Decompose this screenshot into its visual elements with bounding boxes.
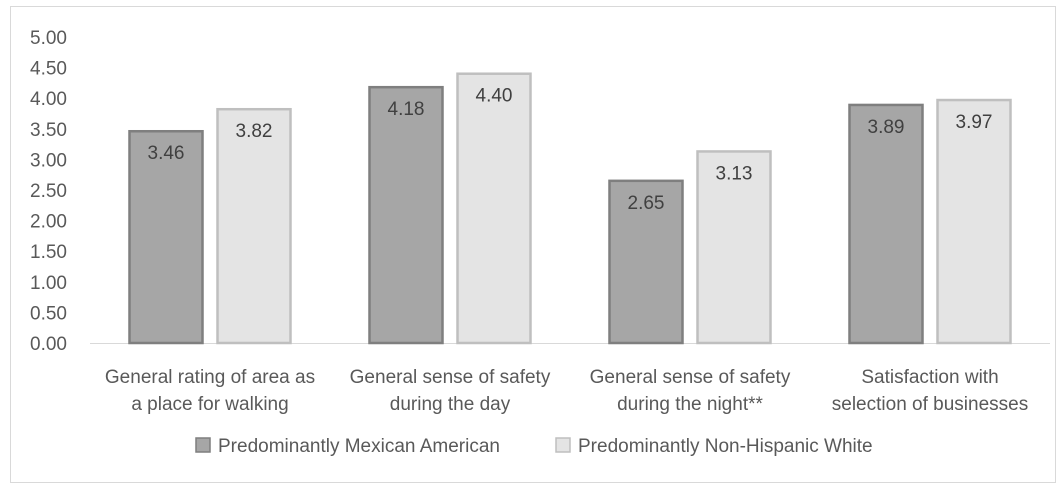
- y-tick-label: 1.50: [30, 242, 67, 263]
- y-tick-label: 4.00: [30, 89, 67, 110]
- x-tick-label: General rating of area as a place for wal…: [105, 367, 315, 415]
- legend-swatch: [555, 437, 571, 453]
- legend-label: Predominantly Mexican American: [218, 436, 500, 457]
- bar: [216, 107, 292, 345]
- data-label: 3.82: [236, 121, 273, 142]
- y-tick-label: 3.50: [30, 120, 67, 141]
- data-label: 4.40: [476, 86, 513, 107]
- x-tick-label: Satisfaction with selection of businesses: [832, 367, 1028, 415]
- y-tick-label: 2.00: [30, 212, 67, 233]
- bar: [936, 98, 1012, 345]
- data-label: 3.13: [716, 163, 753, 184]
- y-tick-label: 3.00: [30, 150, 67, 171]
- data-label: 3.97: [956, 112, 993, 133]
- y-tick-label: 2.50: [30, 181, 67, 202]
- y-tick-label: 4.50: [30, 59, 67, 80]
- data-label: 3.46: [148, 143, 185, 164]
- bar: [696, 150, 772, 345]
- bar: [128, 129, 204, 345]
- data-label: 3.89: [868, 117, 905, 138]
- legend-label: Predominantly Non-Hispanic White: [578, 436, 873, 457]
- bar: [608, 179, 684, 345]
- x-tick-label: General sense of safety during the day: [350, 367, 551, 415]
- legend-swatch: [195, 437, 211, 453]
- x-tick-label: General sense of safety during the night*…: [590, 367, 791, 415]
- data-label: 4.18: [388, 99, 425, 120]
- y-tick-label: 0.00: [30, 334, 67, 355]
- bar: [848, 103, 924, 345]
- y-tick-label: 1.00: [30, 273, 67, 294]
- y-tick-label: 0.50: [30, 303, 67, 324]
- bar: [456, 72, 532, 345]
- bar: [368, 85, 444, 345]
- data-label: 2.65: [628, 193, 665, 214]
- y-tick-label: 5.00: [30, 28, 67, 49]
